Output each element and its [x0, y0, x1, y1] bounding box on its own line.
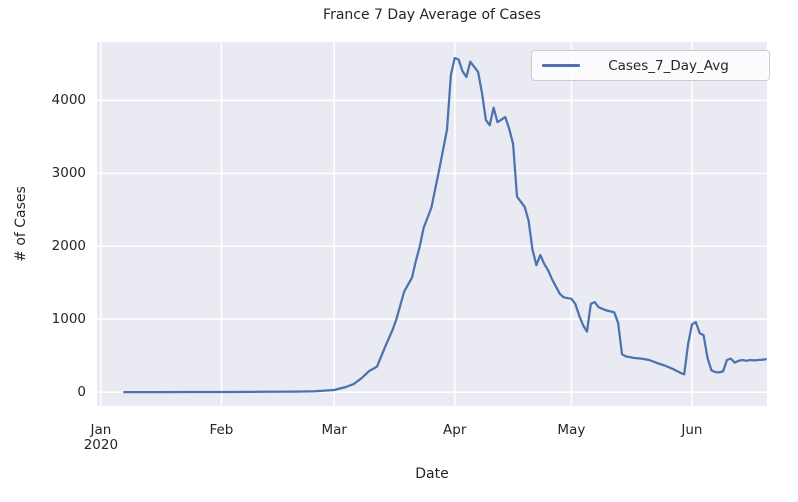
x-tick-year: 2020 [83, 437, 119, 453]
y-tick-label: 4000 [51, 92, 86, 109]
chart-title: France 7 Day Average of Cases [323, 7, 541, 23]
x-axis-label: Date [415, 466, 449, 482]
legend-line-sample-icon [542, 64, 580, 67]
y-tick-label: 3000 [51, 165, 86, 182]
x-tick-month: Feb [209, 422, 234, 438]
x-tick-month: Jan [90, 422, 112, 438]
y-tick-label: 2000 [51, 238, 86, 255]
x-tick-label: Jun [656, 423, 728, 438]
x-tick-label: Jan 2020 [65, 423, 137, 453]
x-tick-label: Feb [185, 423, 257, 438]
x-tick-month: Jun [681, 422, 703, 438]
x-tick-month: Mar [321, 422, 347, 438]
series-line-cases_7_day_avg [123, 56, 767, 394]
x-tick-month: Apr [443, 422, 467, 438]
y-tick-label: 1000 [51, 311, 86, 328]
legend-entry-label: Cases_7_Day_Avg [608, 57, 729, 74]
x-tick-label: May [535, 423, 607, 438]
legend: Cases_7_Day_Avg [531, 50, 770, 81]
y-tick-label: 0 [77, 384, 86, 401]
x-tick-label: Apr [419, 423, 491, 438]
plot-area [97, 42, 767, 406]
x-tick-month: May [557, 422, 586, 438]
line-chart [97, 42, 767, 406]
x-tick-label: Mar [298, 423, 370, 438]
